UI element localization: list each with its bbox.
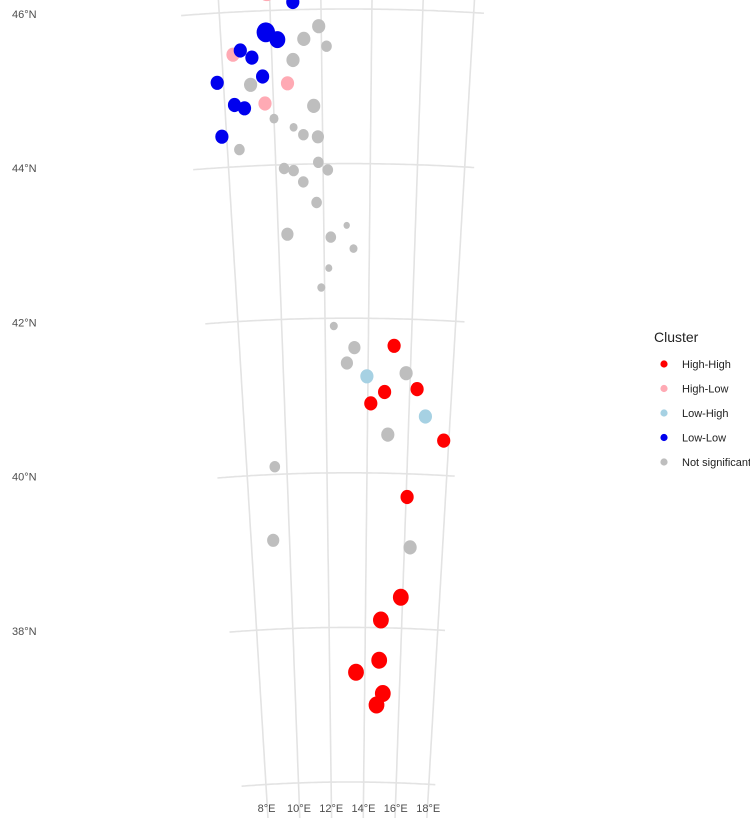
map-point-high-low — [262, 0, 272, 2]
map-point-not-significant — [281, 227, 294, 241]
map-point-low-low — [269, 31, 286, 49]
lon-tick-label: 18°E — [416, 803, 440, 815]
map-point-low-low — [237, 101, 252, 116]
map-point-not-significant — [298, 176, 309, 188]
map-point-not-significant — [269, 461, 281, 473]
map-point-not-significant — [325, 264, 333, 272]
map-point-not-significant — [312, 19, 326, 34]
parallel-36 — [241, 781, 436, 787]
parallel-44 — [193, 162, 475, 171]
map-point-not-significant — [349, 244, 358, 253]
map-point-not-significant — [288, 164, 299, 177]
map-point-high-high — [378, 384, 392, 400]
map-point-low-low — [286, 0, 300, 10]
legend-label: High-Low — [682, 384, 729, 396]
map-point-not-significant — [325, 231, 337, 243]
meridian-10 — [268, 0, 301, 818]
map-point-not-significant — [313, 156, 324, 168]
map-point-not-significant — [343, 221, 350, 229]
graticule — [181, 0, 484, 818]
map-point-not-significant — [244, 77, 258, 92]
map-point-not-significant — [317, 283, 326, 292]
map-point-high-low — [280, 76, 295, 91]
map-point-not-significant — [297, 31, 311, 46]
map-point-low-low — [245, 50, 259, 65]
parallel-38 — [229, 626, 446, 633]
legend-swatch — [660, 384, 668, 393]
map-point-high-high — [410, 382, 424, 397]
map-point-not-significant — [307, 98, 321, 113]
lat-tick-label: 46°N — [12, 9, 37, 21]
map-point-high-high — [364, 396, 378, 411]
latitude-labels: 46°N 44°N 42°N 40°N 38°N — [12, 9, 37, 638]
parallel-40 — [217, 472, 455, 479]
map-point-not-significant — [267, 533, 280, 547]
lat-tick-label: 38°N — [12, 626, 37, 638]
legend-swatch — [660, 409, 668, 417]
lon-tick-label: 16°E — [384, 803, 408, 815]
lon-tick-label: 10°E — [287, 803, 311, 815]
lat-tick-label: 40°N — [12, 472, 37, 484]
map-point-low-high — [360, 369, 374, 384]
lon-tick-label: 12°E — [319, 803, 343, 815]
point-layer — [210, 0, 451, 714]
meridian-14 — [362, 0, 373, 818]
map-point-high-high — [371, 651, 388, 669]
meridian-18 — [426, 0, 476, 818]
map-point-not-significant — [321, 40, 332, 52]
map-point-high-low — [258, 96, 272, 111]
legend-label: High-High — [682, 359, 731, 371]
meridian-16 — [394, 0, 424, 818]
map-point-low-low — [227, 97, 242, 113]
map-point-not-significant — [269, 113, 279, 124]
map-point-not-significant — [234, 143, 245, 156]
map-point-not-significant — [399, 366, 413, 381]
meridian-8 — [217, 0, 269, 818]
legend-swatch — [660, 458, 668, 466]
parallel-46 — [181, 8, 484, 17]
legend-label: Low-High — [682, 408, 728, 420]
map-point-high-high — [373, 611, 389, 629]
lat-tick-label: 44°N — [12, 163, 37, 175]
lon-tick-label: 14°E — [352, 803, 376, 815]
legend-items: High-High High-Low Low-High Low-Low Not sign… — [660, 359, 750, 469]
meridian-12 — [320, 0, 333, 818]
map-point-high-high — [392, 588, 409, 606]
map-point-not-significant — [348, 341, 361, 355]
lon-tick-label: 8°E — [258, 803, 276, 815]
map-point-high-high — [348, 663, 364, 681]
map-point-not-significant — [311, 196, 322, 209]
map-point-not-significant — [329, 321, 338, 331]
legend-title: Cluster — [654, 329, 699, 345]
map-point-high-high — [400, 489, 414, 505]
map-point-not-significant — [340, 356, 353, 370]
map-point-not-significant — [278, 162, 290, 175]
map-point-not-significant — [289, 123, 298, 132]
map-point-high-high — [387, 338, 401, 353]
legend-swatch — [660, 360, 668, 368]
legend-label: Low-Low — [682, 433, 726, 445]
map-point-high-high — [368, 696, 385, 714]
lat-tick-label: 42°N — [12, 318, 37, 330]
map-point-low-low — [233, 43, 247, 58]
map-point-not-significant — [298, 129, 309, 141]
map-point-low-low — [256, 69, 270, 84]
map-point-low-low — [215, 129, 229, 144]
map-point-not-significant — [286, 52, 300, 68]
map-point-not-significant — [311, 130, 324, 144]
map-point-high-high — [437, 433, 451, 448]
map-point-low-low — [210, 75, 224, 90]
legend-swatch — [660, 433, 668, 442]
longitude-labels: 8°E 10°E 12°E 14°E 16°E 18°E — [258, 803, 441, 815]
map-point-not-significant — [322, 164, 334, 176]
legend: Cluster High-High High-Low Low-High Low-Low… — [654, 329, 750, 469]
map-point-not-significant — [403, 540, 417, 555]
legend-label: Not significant — [682, 457, 750, 469]
map-point-not-significant — [381, 427, 395, 442]
map-point-low-high — [418, 409, 432, 424]
parallel-42 — [205, 317, 465, 325]
